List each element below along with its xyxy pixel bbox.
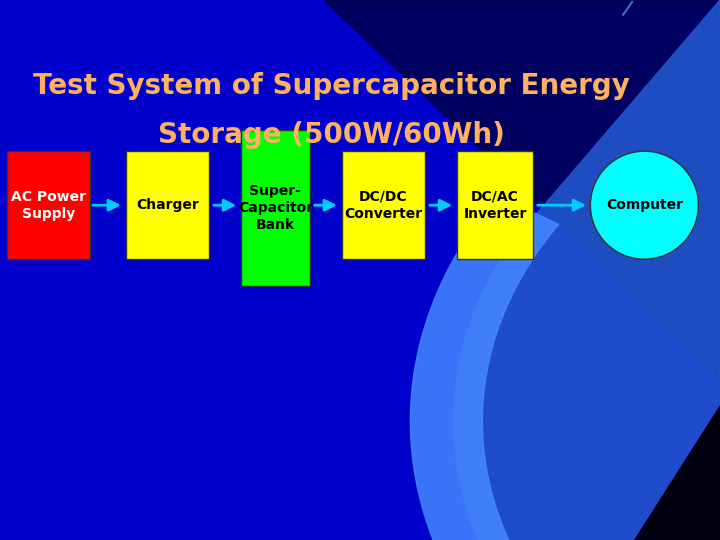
Bar: [126, 151, 209, 259]
Text: Computer: Computer: [606, 198, 683, 212]
Polygon shape: [634, 405, 720, 540]
Text: Super-
Capacitor
Bank: Super- Capacitor Bank: [238, 184, 313, 232]
Bar: [7, 151, 90, 259]
Bar: [241, 130, 310, 286]
Text: DC/AC
Inverter: DC/AC Inverter: [463, 190, 527, 221]
Polygon shape: [410, 195, 720, 540]
Text: Test System of Supercapacitor Energy: Test System of Supercapacitor Energy: [33, 72, 629, 100]
Text: Storage (500W/60Wh): Storage (500W/60Wh): [158, 121, 505, 149]
Polygon shape: [324, 0, 720, 378]
Text: AC Power
Supply: AC Power Supply: [11, 190, 86, 221]
Ellipse shape: [590, 151, 698, 259]
Text: Charger: Charger: [136, 198, 199, 212]
Polygon shape: [454, 0, 720, 540]
Bar: [342, 151, 425, 259]
Text: DC/DC
Converter: DC/DC Converter: [344, 190, 423, 221]
Bar: [457, 151, 533, 259]
